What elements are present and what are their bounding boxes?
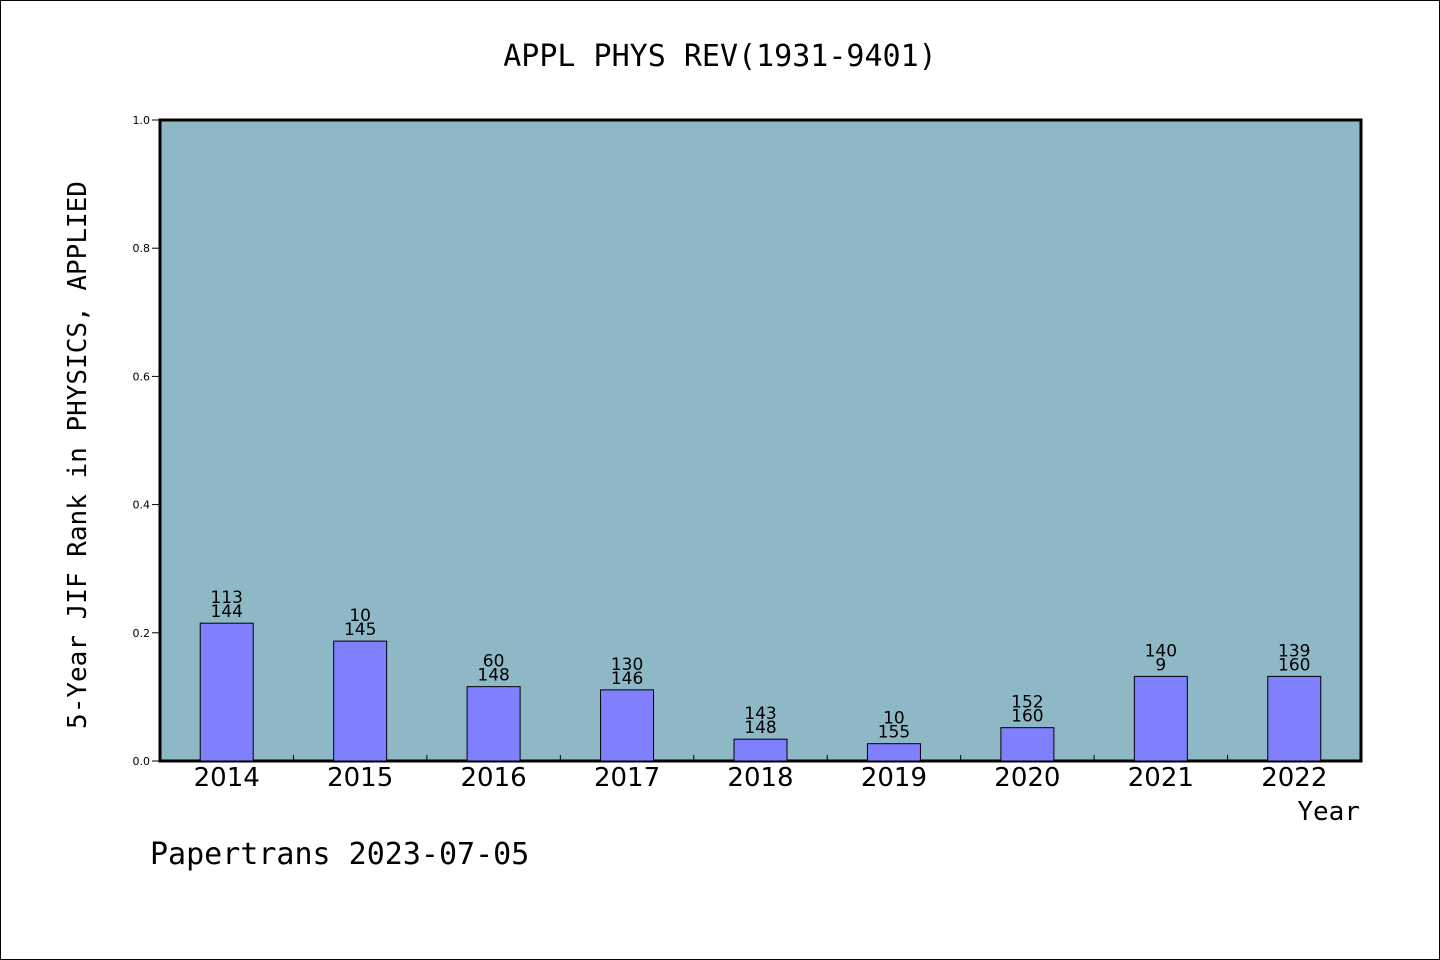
bar-2019 (866, 743, 921, 762)
x-axis-label: Year (1297, 797, 1360, 827)
footer-credit: Papertrans 2023-07-05 (150, 837, 529, 872)
x-tick-label: 2019 (861, 763, 927, 793)
bar-label-total: 9 (1155, 655, 1166, 675)
bar-2018 (733, 738, 788, 762)
bars (199, 622, 1322, 762)
bar-2016 (466, 686, 521, 762)
x-tick-label: 2020 (994, 763, 1060, 793)
bar-2022 (1267, 675, 1322, 762)
bar-label-rank: 10 (883, 709, 905, 729)
bar-label-rank: 139 (1278, 641, 1310, 661)
bar-2020 (1000, 727, 1055, 762)
x-tick-label: 2015 (327, 763, 393, 793)
bar-label-rank: 113 (210, 588, 242, 608)
bar-label-total: 160 (1011, 707, 1043, 727)
bar-label-total: 148 (744, 718, 776, 738)
bar-label-rank: 152 (1011, 693, 1043, 713)
y-tick-label: 0.0 (133, 755, 151, 768)
x-tick-label: 2021 (1128, 763, 1194, 793)
bar-label-total: 144 (210, 602, 242, 622)
x-tick-label: 2016 (461, 763, 527, 793)
bar-label-rank: 130 (611, 655, 643, 675)
x-axis: 2014 2015 2016 2017 2018 2019 2020 2021 2022 (194, 755, 1327, 793)
bar-label-rank: 10 (349, 606, 371, 626)
chart-title: APPL PHYS REV(1931-9401) (503, 39, 936, 74)
bar-2021 (1133, 675, 1188, 762)
bar-2014 (199, 622, 254, 762)
bar-label-total: 155 (878, 723, 910, 743)
bar-label-total: 145 (344, 620, 376, 640)
x-tick-label: 2014 (194, 763, 260, 793)
y-axis: 0.0 0.2 0.4 0.6 0.8 1.0 (133, 114, 160, 768)
y-tick-label: 1.0 (133, 114, 151, 127)
y-tick-label: 0.2 (133, 627, 151, 640)
bar-2017 (600, 689, 655, 762)
y-tick-label: 0.8 (133, 242, 151, 255)
x-tick-label: 2017 (594, 763, 660, 793)
x-tick-label: 2018 (727, 763, 793, 793)
y-tick-label: 0.6 (133, 370, 151, 383)
bar-2015 (333, 640, 388, 762)
bar-label-total: 148 (477, 666, 509, 686)
bar-label-rank: 140 (1145, 641, 1177, 661)
bar-label-rank: 143 (744, 704, 776, 724)
y-tick-label: 0.4 (133, 499, 151, 512)
bar-label-total: 146 (611, 669, 643, 689)
x-tick-label: 2022 (1261, 763, 1327, 793)
bar-label-total: 160 (1278, 655, 1310, 675)
y-axis-label: 5-Year JIF Rank in PHYSICS, APPLIED (63, 181, 93, 729)
bar-label-rank: 60 (483, 652, 505, 672)
